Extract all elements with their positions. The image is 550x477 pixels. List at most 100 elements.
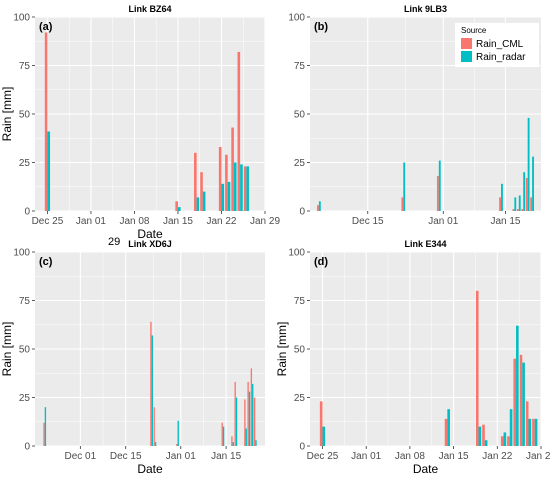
- bar-rain-cml: [253, 397, 256, 446]
- x-axis-title: Date: [413, 462, 439, 476]
- y-tick-label: 75: [19, 296, 31, 307]
- bar-rain-cml: [512, 209, 515, 211]
- bar-rain-radar: [528, 418, 532, 446]
- bar-rain-radar: [516, 325, 519, 446]
- y-tick-label: 0: [24, 442, 30, 453]
- bar-rain-cml: [200, 172, 203, 211]
- x-axis-title: Date: [137, 462, 163, 476]
- panel-title: Link E344: [404, 239, 446, 249]
- bar-rain-radar: [235, 397, 238, 446]
- bar-rain-cml: [247, 381, 249, 446]
- y-tick-label: 0: [24, 207, 30, 218]
- x-tick-label: Jan 15: [163, 216, 193, 227]
- bar-rain-cml: [244, 399, 246, 446]
- bar-rain-cml: [519, 354, 523, 446]
- bar-rain-radar: [177, 207, 181, 211]
- y-tick-label: 50: [294, 110, 306, 121]
- bar-rain-cml: [225, 154, 228, 211]
- bar-rain-cml: [475, 290, 479, 446]
- bar-rain-cml: [507, 436, 510, 446]
- bar-rain-radar: [532, 156, 534, 211]
- x-tick-label: Dec 25: [307, 451, 339, 462]
- y-tick-label: 75: [294, 61, 306, 72]
- x-tick-label: Jan 29: [526, 451, 550, 462]
- bar-rain-cml: [444, 418, 448, 446]
- panel-link-9lb3: 0 25 50 75 100 Dec 15 Jan 01 Jan 15 Link 9LB3 (b)…: [288, 4, 541, 227]
- y-tick-label: 25: [294, 393, 306, 404]
- bar-rain-cml: [175, 201, 178, 211]
- y-tick-label: 25: [294, 158, 306, 169]
- bar-rain-cml: [516, 209, 519, 211]
- x-axis-title: Date: [137, 227, 163, 241]
- bar-rain-cml: [317, 205, 319, 211]
- legend-title: Source: [461, 26, 487, 35]
- bar-rain-radar: [232, 442, 234, 446]
- y-tick-label: 100: [13, 13, 30, 24]
- x-tick-label: Jan 29: [250, 216, 280, 227]
- panel-link-xd6j: 0 25 50 75 100 Dec 01 Dec 15 Jan 01 Jan 15 Link X…: [0, 239, 265, 476]
- stray-tick-label: 29: [108, 236, 121, 248]
- panel-tag: (b): [314, 21, 328, 33]
- legend-swatch: [461, 38, 472, 49]
- x-tick-label: Jan 22: [482, 451, 512, 462]
- bar-rain-cml: [176, 444, 178, 446]
- y-tick-label: 50: [19, 345, 31, 356]
- x-tick-label: Dec 15: [110, 451, 142, 462]
- bar-rain-radar: [221, 183, 225, 211]
- bar-rain-cml: [43, 422, 45, 446]
- y-tick-label: 0: [299, 207, 305, 218]
- x-tick-label: Dec 01: [65, 451, 97, 462]
- bar-rain-radar: [523, 172, 526, 211]
- bar-rain-radar: [518, 195, 521, 211]
- bar-rain-cml: [436, 176, 439, 211]
- panel-title: Link XD6J: [128, 239, 172, 249]
- panel-tag: (c): [39, 256, 53, 268]
- bar-rain-radar: [47, 131, 51, 211]
- y-tick-label: 75: [19, 61, 31, 72]
- bar-rain-radar: [255, 440, 257, 446]
- bar-rain-cml: [530, 197, 533, 211]
- bar-rain-radar: [154, 442, 157, 446]
- panel-tag: (a): [39, 21, 53, 33]
- bar-rain-radar: [177, 420, 179, 446]
- bar-rain-radar: [509, 409, 513, 446]
- bar-rain-cml: [218, 146, 222, 211]
- bar-rain-cml: [150, 321, 152, 446]
- bar-rain-radar: [248, 391, 251, 446]
- legend: Source Rain_CML Rain_radar: [455, 23, 539, 67]
- y-tick-label: 0: [299, 442, 305, 453]
- bar-rain-radar: [522, 362, 525, 446]
- y-tick-label: 25: [19, 158, 31, 169]
- bar-rain-radar: [151, 335, 153, 446]
- x-tick-label: Jan 01: [351, 451, 381, 462]
- bar-rain-cml: [44, 32, 48, 211]
- bar-rain-radar: [438, 160, 441, 211]
- y-axis-title: Rain [mm]: [0, 87, 14, 142]
- x-tick-label: Jan 15: [490, 216, 520, 227]
- bar-rain-radar: [252, 383, 254, 446]
- panel-tag: (d): [314, 256, 328, 268]
- bar-rain-cml: [237, 51, 241, 211]
- bar-rain-cml: [194, 152, 197, 211]
- bar-rain-radar: [233, 162, 237, 211]
- bar-rain-cml: [243, 166, 247, 211]
- y-tick-label: 100: [288, 13, 305, 24]
- y-axis-title: Rain [mm]: [275, 322, 289, 377]
- bar-rain-radar: [245, 428, 247, 446]
- bar-rain-radar: [447, 409, 450, 446]
- bar-rain-radar: [222, 426, 225, 446]
- bar-rain-radar: [514, 197, 517, 211]
- bar-rain-radar: [478, 426, 482, 446]
- panel-link-bz64: 0 25 50 75 100 Dec 25 Jan 01 Jan 08 Jan 15 Jan 22…: [0, 4, 280, 241]
- y-tick-label: 50: [19, 110, 31, 121]
- bar-rain-cml: [500, 436, 504, 446]
- y-tick-label: 100: [288, 248, 305, 259]
- y-tick-label: 25: [19, 393, 31, 404]
- bar-rain-cml: [221, 422, 223, 446]
- x-tick-label: Jan 15: [211, 451, 241, 462]
- panel-link-e344: 0 25 50 75 100 Dec 25 Jan 01 Jan 08 Jan 15 Jan 22…: [275, 239, 550, 476]
- bar-rain-cml: [234, 381, 236, 446]
- bar-rain-cml: [153, 407, 155, 446]
- x-tick-label: Jan 22: [206, 216, 236, 227]
